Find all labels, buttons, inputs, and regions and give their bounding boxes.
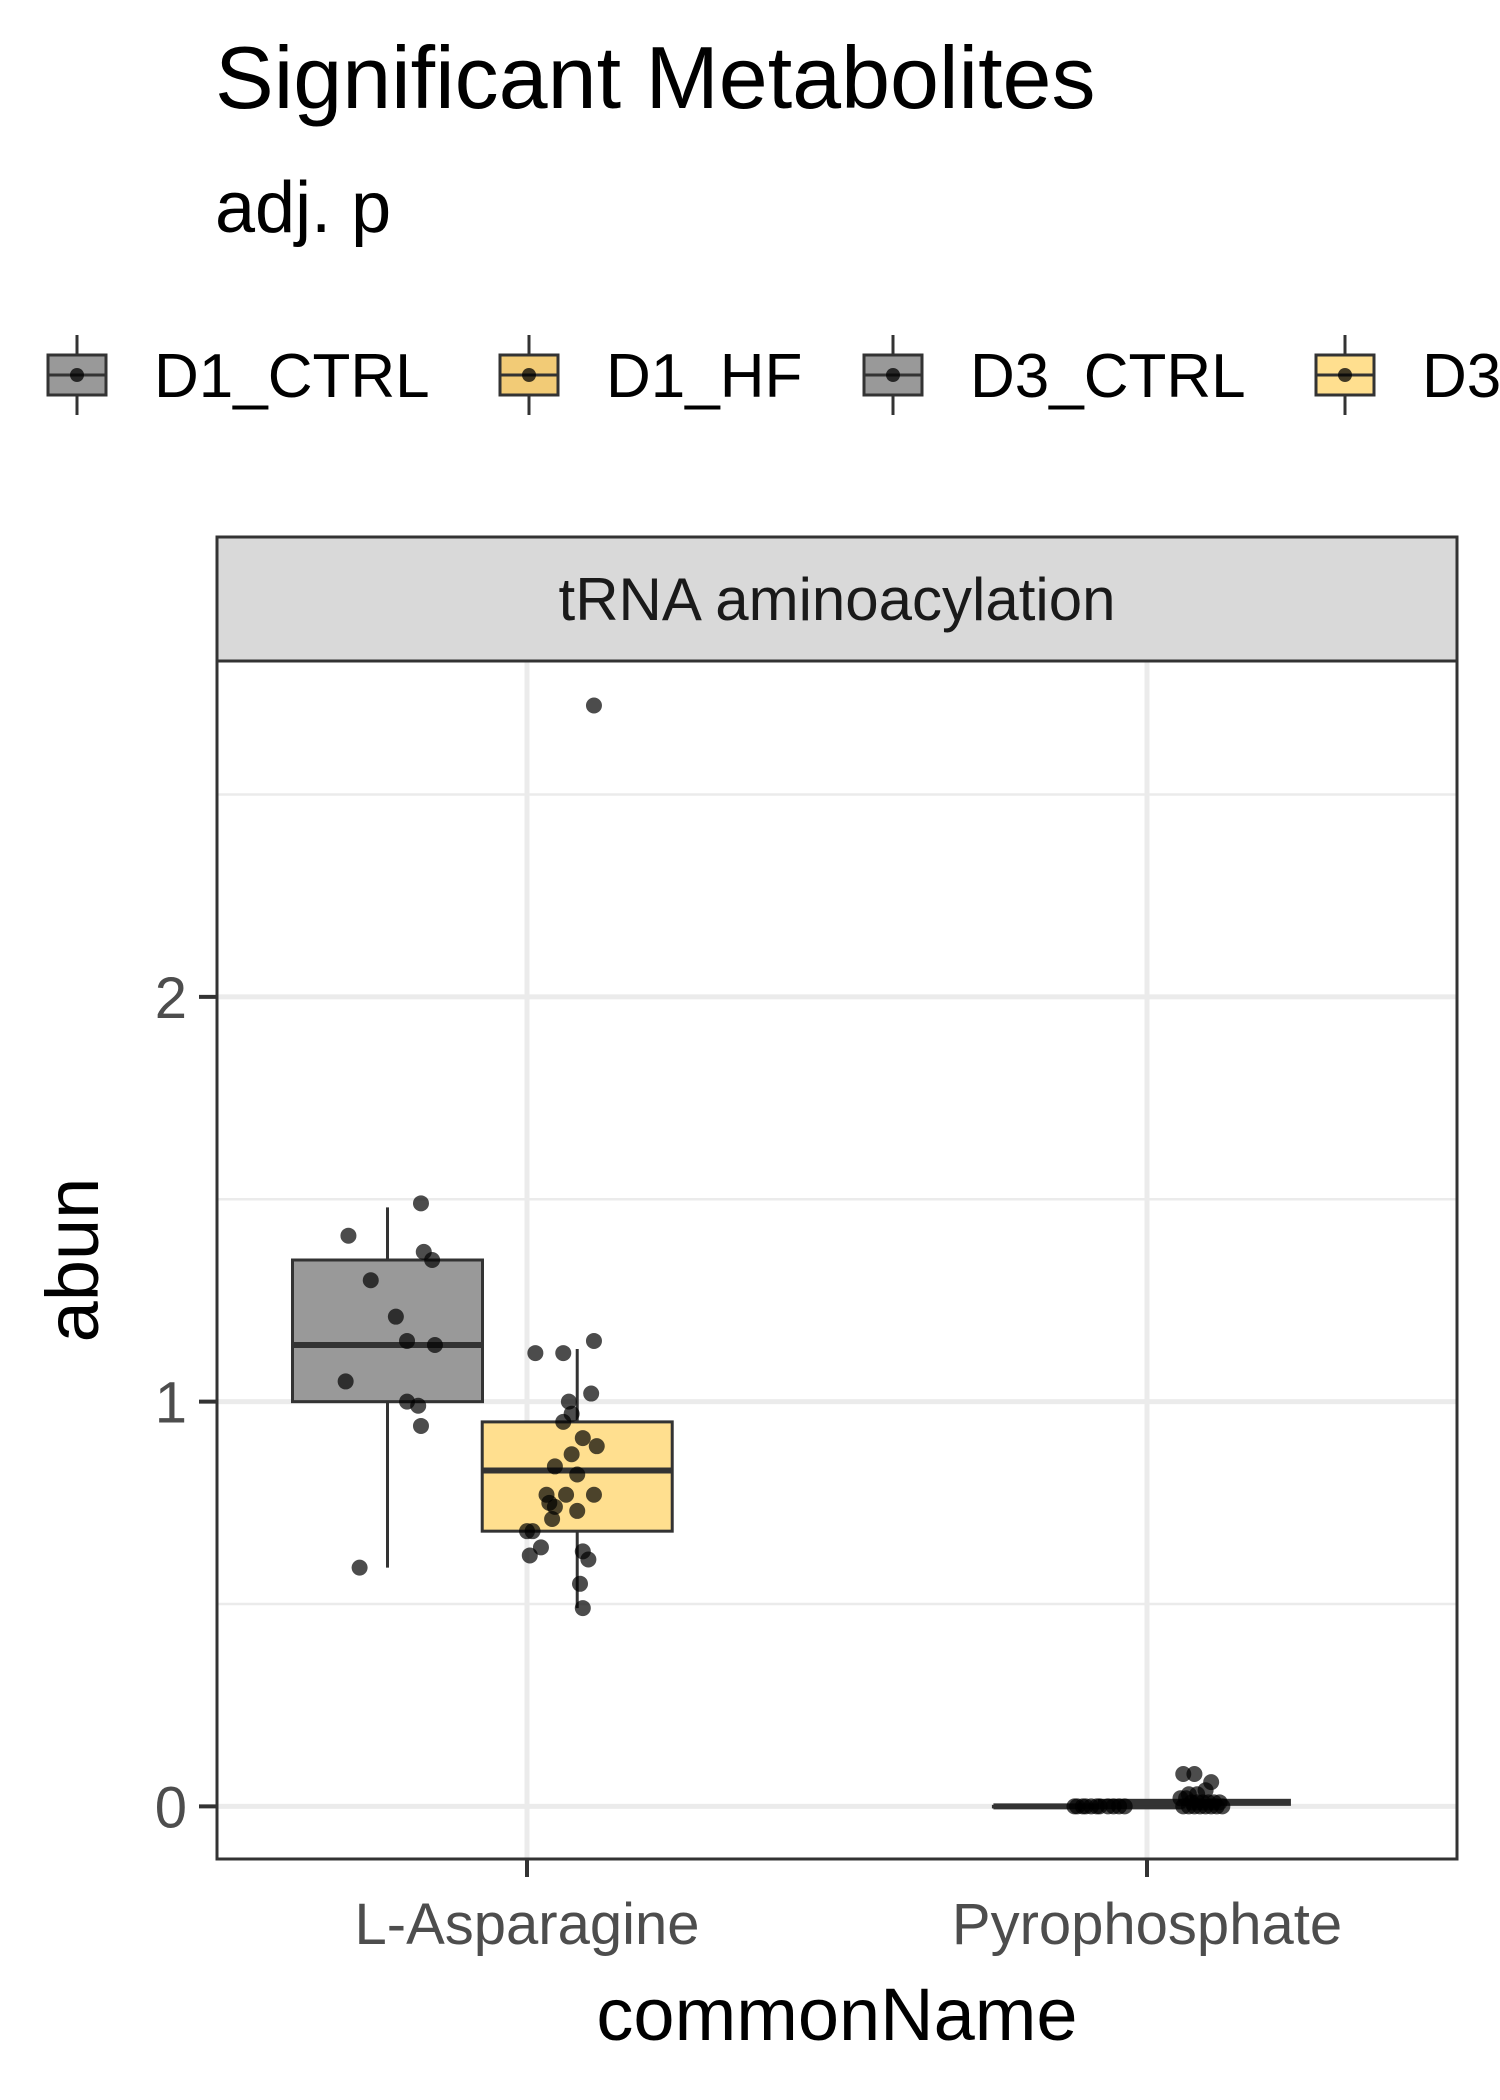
data-point — [546, 1458, 563, 1475]
chart-subtitle: adj. p — [215, 168, 391, 248]
x-axis: L-Asparagine Pyrophosphate — [355, 1859, 1342, 1957]
legend-label: D3_CTRL — [970, 342, 1246, 411]
data-point — [340, 1227, 357, 1244]
data-point — [399, 1332, 416, 1349]
data-point — [563, 1446, 580, 1463]
data-point — [1186, 1766, 1203, 1783]
grid-lines — [217, 661, 1457, 1859]
legend-key-point — [1338, 368, 1352, 382]
legend: D1_CTRL D1_HF D3_CTRL D3 — [46, 335, 1500, 415]
x-tick-label: L-Asparagine — [355, 1892, 700, 1957]
y-tick-label: 1 — [155, 1371, 187, 1436]
y-axis: 0 1 2 — [155, 966, 217, 1840]
data-point — [1175, 1766, 1192, 1783]
facet-strip — [215, 535, 1459, 663]
facet-label: tRNA aminoacylation — [559, 566, 1116, 633]
legend-label: D1_HF — [606, 342, 802, 411]
data-point — [583, 1385, 600, 1402]
data-point — [412, 1195, 429, 1212]
data-point — [588, 1438, 605, 1455]
data-point — [569, 1466, 586, 1483]
data-point — [585, 1332, 602, 1349]
data-point — [585, 697, 602, 714]
data-point — [555, 1413, 572, 1430]
data-point — [544, 1511, 561, 1528]
data-point — [546, 1498, 563, 1515]
data-point — [574, 1600, 591, 1617]
x-axis-label: commonName — [596, 1973, 1077, 2056]
y-axis-label: abun — [31, 1178, 114, 1343]
data-point — [527, 1345, 544, 1362]
box-iqr — [291, 1258, 484, 1404]
legend-item-d3-ctrl: D3_CTRL — [862, 335, 1246, 415]
data-point — [558, 1486, 575, 1503]
data-point — [574, 1430, 591, 1447]
data-point — [560, 1393, 577, 1410]
data-point — [424, 1252, 441, 1268]
y-tick-label: 0 — [155, 1775, 187, 1840]
data-point — [519, 1523, 535, 1540]
data-point — [362, 1272, 379, 1289]
data-point — [387, 1308, 404, 1325]
data-point — [426, 1336, 443, 1353]
legend-key-point — [70, 368, 84, 382]
y-tick-label: 2 — [155, 966, 187, 1031]
data-point — [572, 1575, 589, 1592]
data-point — [532, 1539, 549, 1556]
data-point — [580, 1551, 597, 1568]
plot-panel — [215, 659, 1459, 1861]
data-point — [351, 1559, 368, 1576]
legend-item-d1-ctrl: D1_CTRL — [46, 335, 430, 415]
legend-item-d3: D3 — [1314, 335, 1500, 415]
panel-border — [215, 659, 1459, 1861]
data-point — [412, 1417, 429, 1434]
data-point — [337, 1373, 354, 1390]
data-point — [585, 1486, 602, 1503]
legend-label: D1_CTRL — [154, 342, 430, 411]
legend-key-point — [886, 368, 900, 382]
chart-title: Significant Metabolites — [215, 28, 1095, 127]
data-point — [521, 1547, 538, 1564]
data-point — [555, 1345, 572, 1362]
data-points — [337, 697, 1231, 1815]
data-point — [1116, 1798, 1133, 1815]
x-tick-label: Pyrophosphate — [952, 1892, 1342, 1957]
data-point — [569, 1502, 586, 1519]
data-point — [1214, 1798, 1231, 1815]
box-d1-ctrl — [291, 1207, 484, 1568]
legend-item-d1-hf: D1_HF — [498, 335, 802, 415]
data-point — [410, 1397, 427, 1414]
legend-key-point — [522, 368, 536, 382]
legend-label: D3 — [1422, 342, 1500, 411]
